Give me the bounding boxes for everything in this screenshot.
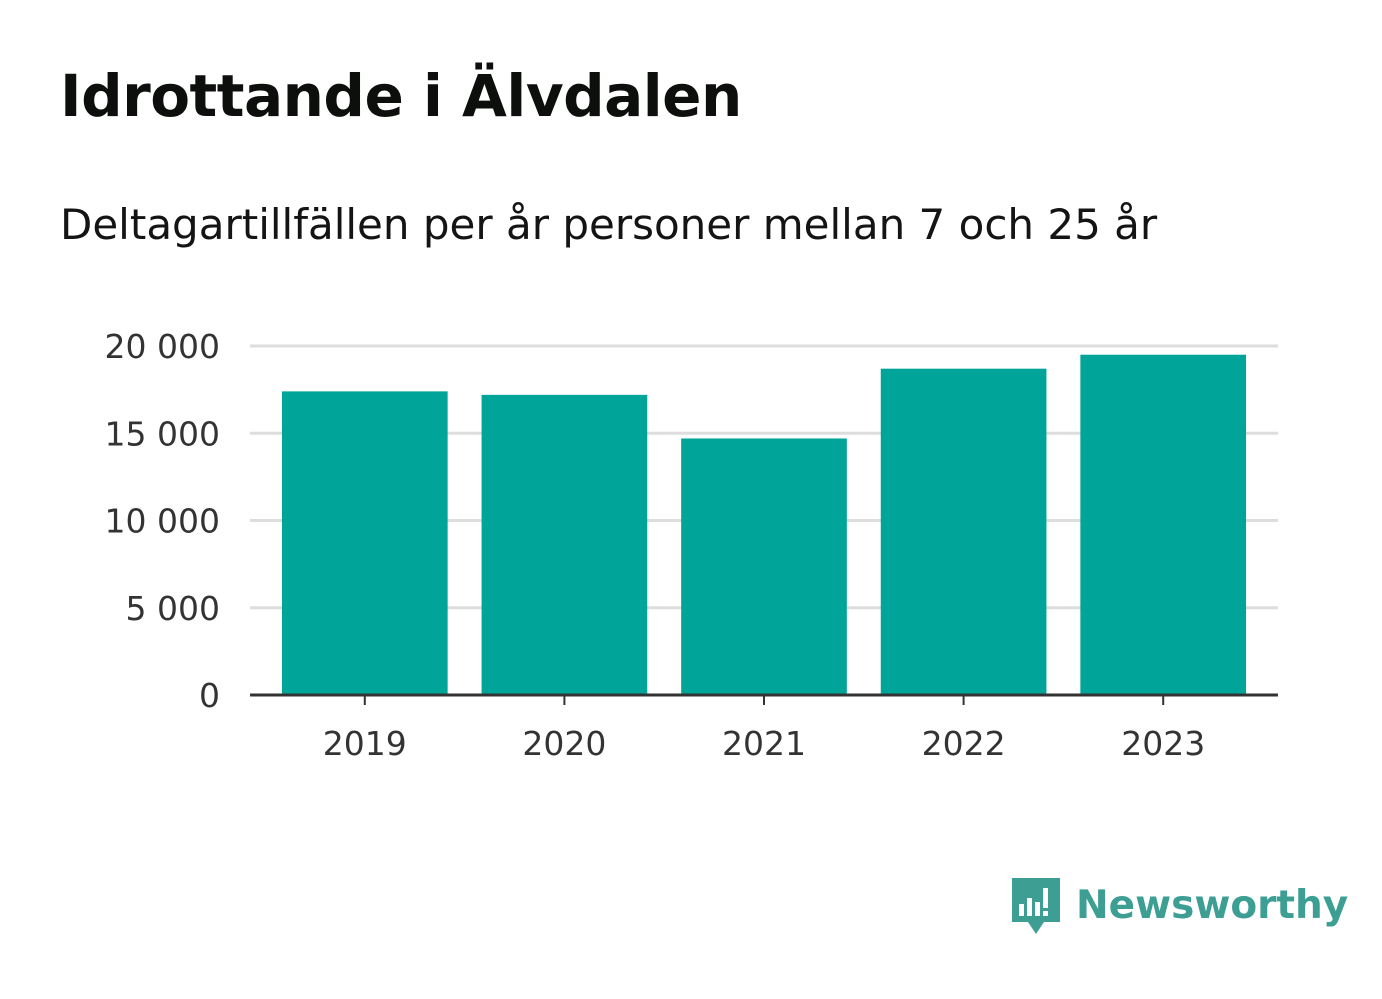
bar — [1080, 354, 1247, 695]
bar — [281, 391, 448, 695]
x-tick-label: 2020 — [522, 724, 606, 763]
y-tick-label: 5 000 — [126, 589, 220, 628]
y-tick-label: 20 000 — [105, 327, 220, 366]
y-tick-label: 15 000 — [105, 414, 220, 453]
brand-logo: Newsworthy — [1010, 876, 1348, 940]
axes: 0 5 000 10 000 15 000 20 000 2019 2020 2021 2022… — [105, 327, 1278, 763]
y-tick-label: 10 000 — [105, 502, 220, 541]
chart-title: Idrottande i Älvdalen — [60, 62, 742, 130]
brand-name: Newsworthy — [1076, 882, 1349, 928]
x-tick-label: 2023 — [1121, 724, 1205, 763]
bar — [681, 438, 847, 695]
x-tick-label: 2022 — [922, 724, 1006, 763]
bars — [281, 354, 1247, 695]
newsworthy-logo-icon — [1012, 878, 1060, 934]
y-tick-label: 0 — [199, 676, 220, 715]
bar — [481, 394, 648, 695]
x-tick-label: 2021 — [722, 724, 806, 763]
chart-subtitle: Deltagartillfällen per år personer mella… — [60, 200, 1158, 249]
bar — [880, 368, 1047, 695]
x-tick-label: 2019 — [323, 724, 407, 763]
